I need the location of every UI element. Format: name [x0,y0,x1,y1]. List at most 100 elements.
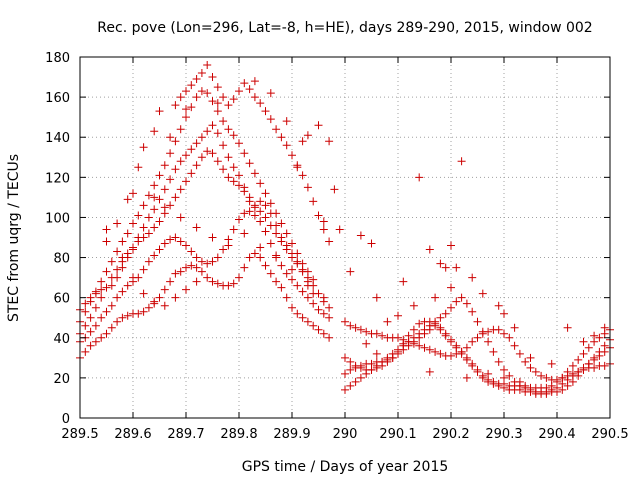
data-point [118,253,127,262]
data-point [102,267,111,276]
data-point [192,277,201,286]
data-point [478,329,487,338]
data-point [240,79,249,88]
data-point [192,253,201,262]
data-point [378,361,387,370]
data-point [208,121,217,130]
x-tick-label: 289.6 [114,427,151,442]
data-point [473,333,482,342]
data-point [219,117,228,126]
data-point [256,217,265,226]
data-point [256,243,265,252]
data-point [303,183,312,192]
data-point [219,245,228,254]
data-point [436,349,445,358]
data-point [160,185,169,194]
data-point [166,175,175,184]
data-point [102,237,111,246]
x-tick-label: 289.8 [220,427,257,442]
data-point [250,203,259,212]
data-point [383,357,392,366]
data-point [351,377,360,386]
data-point [113,317,122,326]
data-point [568,369,577,378]
data-point [150,223,159,232]
data-point [250,93,259,102]
data-point [526,363,535,372]
data-point [213,279,222,288]
data-point [420,343,429,352]
data-point [515,385,524,394]
data-point [288,265,296,274]
data-point [107,301,116,310]
data-point [272,277,281,286]
data-point [213,129,222,138]
data-point [129,189,137,198]
data-point [229,163,238,172]
data-point [441,331,450,340]
data-point [144,303,153,312]
data-point [325,137,334,146]
data-point [213,99,222,108]
data-point [160,161,169,170]
data-point [155,195,164,204]
y-axis-label: STEC from uqrg / TECUs [6,154,22,322]
x-tick-label: 289.9 [273,427,310,442]
data-point [113,265,122,274]
data-point [208,97,217,106]
data-point [102,307,111,316]
data-point [261,107,270,116]
data-point [346,267,355,276]
data-point [558,373,567,382]
data-point [134,211,143,220]
data-point [192,139,201,148]
data-point [272,125,281,134]
data-point [266,199,275,208]
data-point [118,287,127,296]
data-point [245,253,254,262]
data-point [245,85,254,94]
data-point [272,253,281,262]
data-point [436,313,445,322]
data-point [319,329,328,338]
y-tick-label: 120 [45,171,70,186]
data-point [584,343,593,352]
data-point [176,157,185,166]
data-point [500,373,508,382]
data-point [197,87,206,96]
data-point [192,161,201,170]
data-point [293,309,302,318]
data-point [282,229,291,238]
data-point [81,299,90,308]
data-point [415,319,424,328]
data-point [129,273,137,282]
data-point [298,137,307,146]
data-point [425,325,434,334]
data-point [447,337,455,346]
data-point [266,269,275,278]
data-point [97,293,106,302]
data-point [468,337,477,346]
data-point [240,229,249,238]
data-point [484,377,493,386]
data-point [330,185,339,194]
data-point [171,293,180,302]
data-point [309,197,318,206]
data-point [97,285,106,294]
data-point [235,87,243,96]
data-point [102,283,111,292]
data-point [192,93,201,102]
data-point [319,225,328,234]
data-point [462,355,471,364]
data-point [266,89,275,98]
data-point [457,349,466,358]
x-tick-label: 289.5 [61,427,98,442]
data-point [494,381,503,390]
data-point [187,169,196,178]
data-point [425,367,434,376]
data-point [431,321,440,330]
data-point [272,221,281,230]
data-point [139,201,148,210]
data-point [346,381,355,390]
data-point [182,113,190,122]
